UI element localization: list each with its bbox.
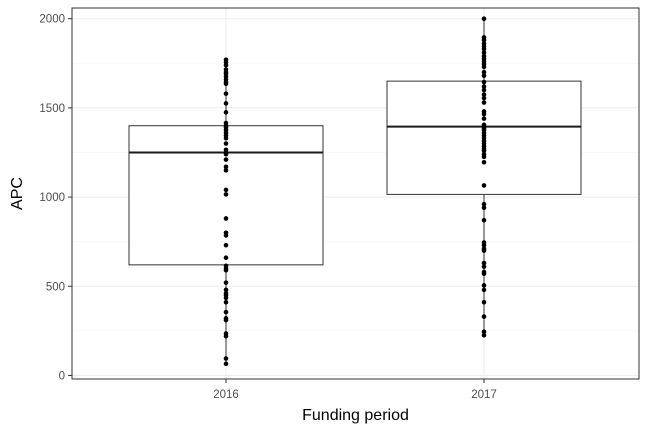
data-point bbox=[481, 183, 487, 188]
data-point bbox=[481, 69, 487, 75]
data-point bbox=[481, 148, 487, 153]
data-point bbox=[223, 287, 229, 293]
data-point bbox=[223, 255, 229, 261]
x-tick-label: 2016 bbox=[213, 389, 239, 401]
data-point bbox=[481, 260, 487, 266]
data-point bbox=[481, 64, 487, 70]
data-point bbox=[481, 333, 487, 338]
panel-border bbox=[71, 7, 640, 380]
y-tick-label: 1000 bbox=[39, 192, 65, 204]
data-point bbox=[481, 111, 487, 117]
y-tick-label: 1500 bbox=[39, 103, 65, 115]
data-point bbox=[481, 217, 487, 223]
data-point bbox=[481, 95, 487, 101]
data-point bbox=[481, 205, 487, 211]
data-point bbox=[481, 271, 487, 277]
data-point bbox=[481, 73, 487, 79]
x-tick-label: 2017 bbox=[471, 389, 497, 401]
data-point bbox=[223, 135, 229, 141]
data-point bbox=[223, 110, 229, 115]
data-point bbox=[223, 267, 229, 273]
data-point bbox=[223, 91, 229, 96]
data-point bbox=[481, 300, 487, 305]
data-point bbox=[223, 151, 229, 157]
data-point bbox=[481, 248, 487, 253]
data-point bbox=[223, 309, 229, 315]
data-point bbox=[481, 16, 487, 22]
data-point bbox=[223, 361, 229, 367]
data-point bbox=[481, 92, 487, 97]
data-point bbox=[223, 300, 229, 305]
data-point bbox=[223, 295, 229, 301]
data-point bbox=[223, 157, 229, 162]
data-point bbox=[223, 280, 229, 285]
y-tick-label: 500 bbox=[46, 281, 65, 293]
data-point bbox=[481, 46, 487, 52]
data-point bbox=[481, 287, 487, 293]
data-point bbox=[481, 314, 487, 319]
data-point bbox=[223, 168, 229, 173]
data-point bbox=[223, 81, 229, 87]
y-tick-label: 0 bbox=[59, 370, 65, 382]
data-point bbox=[223, 242, 229, 248]
data-point bbox=[223, 141, 229, 146]
data-point bbox=[223, 233, 229, 238]
y-tick-label: 2000 bbox=[39, 14, 65, 26]
data-point bbox=[223, 101, 229, 106]
data-point bbox=[481, 79, 487, 85]
data-point bbox=[481, 242, 487, 248]
data-point bbox=[481, 100, 487, 105]
data-point bbox=[223, 317, 229, 323]
data-point bbox=[481, 37, 487, 43]
x-axis-title: Funding period bbox=[302, 407, 409, 424]
data-point bbox=[223, 164, 229, 170]
axes: 0 500 1000 1500 2000 2016 2017 bbox=[39, 14, 496, 401]
data-point bbox=[481, 154, 487, 160]
data-point bbox=[481, 159, 487, 165]
data-point bbox=[481, 283, 487, 288]
data-point bbox=[481, 50, 487, 55]
data-point bbox=[481, 329, 487, 335]
data-point bbox=[223, 187, 229, 193]
data-point bbox=[481, 116, 487, 121]
data-point bbox=[223, 356, 229, 361]
data-point bbox=[223, 62, 229, 68]
data-point bbox=[223, 216, 229, 221]
y-axis-title: APC bbox=[9, 177, 26, 210]
data-point bbox=[223, 333, 229, 339]
data-points bbox=[223, 16, 487, 367]
data-point bbox=[223, 192, 229, 197]
data-point bbox=[481, 84, 487, 89]
data-point bbox=[481, 87, 487, 93]
data-point bbox=[481, 201, 487, 207]
data-point bbox=[481, 264, 487, 269]
